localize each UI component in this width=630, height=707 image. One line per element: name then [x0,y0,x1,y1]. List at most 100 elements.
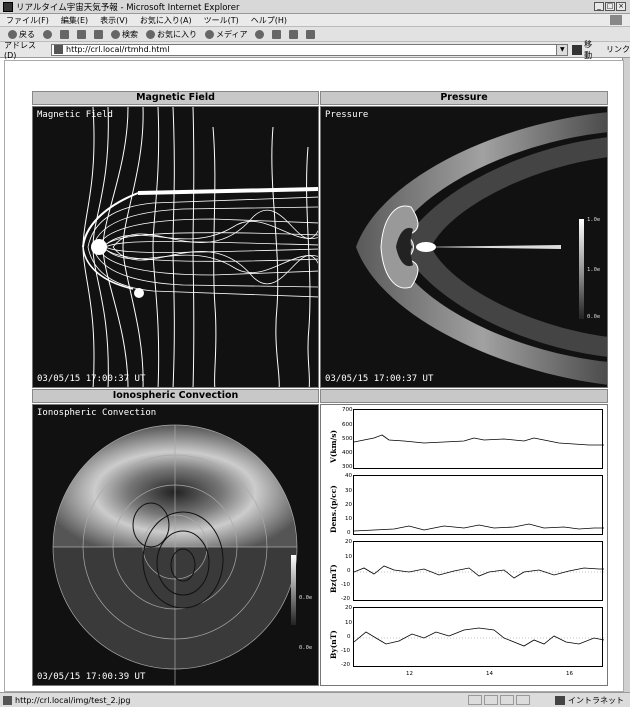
magnetic-field-timestamp: 03/05/15 17:00:37 UT [37,374,146,384]
favorites-label: お気に入り [157,29,197,39]
page-status-icon [3,695,12,705]
home-icon [94,29,103,39]
chevron-down-icon[interactable]: ▼ [556,44,568,55]
minimize-button[interactable]: _ [594,2,604,11]
v-tick-500: 500 [342,436,353,442]
by-tick-10: 10 [345,620,352,626]
menu-edit[interactable]: 編集(E) [60,15,89,25]
dens-tick-0: 0 [347,530,351,536]
velocity-trace [353,434,604,446]
stop-button[interactable] [56,29,73,39]
bz-tick-10: 10 [345,554,352,560]
edit-button[interactable] [302,29,319,39]
refresh-button[interactable] [73,29,90,39]
home-button[interactable] [90,29,107,39]
magnetic-field-plot [82,107,318,387]
media-label: メディア [216,29,248,39]
velocity-plot [353,409,604,469]
back-label: 戻る [19,29,35,39]
status-pane [468,695,482,705]
security-zone: イントラネット [555,695,624,706]
pressure-header: Pressure [320,91,608,105]
by-tick-0: 0 [347,634,351,640]
page-viewport: Magnetic Field [4,60,624,692]
ie-app-icon [3,1,13,12]
maximize-button[interactable]: □ [605,2,615,11]
iono-plot [52,424,298,685]
standard-toolbar: 戻る 検索 お気に入り メディア [0,27,630,42]
search-button[interactable]: 検索 [107,29,142,40]
menu-help[interactable]: ヘルプ(H) [250,15,287,25]
links-button[interactable]: リンク [606,45,630,54]
status-pane [500,695,514,705]
pressure-colorbar-min: 0.0e [587,314,601,320]
close-button[interactable]: × [616,2,626,11]
edit-icon [306,29,316,39]
menu-bar: ファイル(F) 編集(E) 表示(V) お気に入り(A) ツール(T) ヘルプ(… [0,14,630,27]
address-input[interactable]: http://crl.local/rtmhd.html ▼ [51,43,569,56]
forward-arrow-icon [43,29,52,39]
status-pane [516,695,530,705]
window-controls: _ □ × [594,2,626,11]
print-button[interactable] [285,29,302,39]
dens-tick-30: 30 [345,488,352,494]
bz-plot [353,541,604,601]
forward-button[interactable] [39,29,56,39]
favorites-button[interactable]: お気に入り [142,29,201,40]
star-icon [146,29,155,39]
search-label: 検索 [122,29,138,39]
by-axis-label: By(nT) [329,630,338,659]
menu-view[interactable]: 表示(V) [100,15,128,25]
velocity-axis-label: V(km/s) [329,429,338,463]
window-titlebar: リアルタイム宇宙天気予報 - Microsoft Internet Explor… [0,0,630,14]
time-tick-12: 12 [406,671,413,677]
time-tick-16: 16 [566,671,573,677]
intranet-icon [555,696,565,705]
iono-image: Ionospheric Convection 0.0e 0.0e 03/05/1… [32,404,319,686]
page-icon [54,45,63,54]
iono-timestamp: 03/05/15 17:00:39 UT [37,672,146,682]
by-plot [353,607,605,667]
by-tick-20: 20 [345,605,352,611]
media-icon [205,29,214,39]
media-button[interactable]: メディア [201,29,251,40]
pressure-plot [356,112,607,385]
bz-trace [353,565,604,579]
iono-header: Ionospheric Convection [32,389,319,403]
address-bar: アドレス(D) http://crl.local/rtmhd.html ▼ 移動… [0,39,630,61]
back-button[interactable]: 戻る [4,29,39,40]
menu-file[interactable]: ファイル(F) [6,15,49,25]
go-button[interactable]: 移動 [572,39,600,61]
go-arrow-icon [572,44,583,55]
by-trace [353,627,605,647]
back-arrow-icon [8,29,17,39]
pressure-label: Pressure [325,110,369,120]
status-pane [484,695,498,705]
status-text: http://crl.local/img/test_2.jpg [15,695,131,705]
status-panes [468,695,530,705]
solarwind-plots: V(km/s) 700 600 500 400 300 Dens.(p/cc) … [320,404,608,686]
print-icon [289,29,299,39]
magnetic-field-header: Magnetic Field [32,91,319,105]
v-tick-400: 400 [342,450,353,456]
v-tick-600: 600 [342,422,353,428]
bz-axis-label: Bz(nT) [329,564,338,593]
by-tick-m20: -20 [341,662,350,668]
magnetic-field-image: Magnetic Field 03/05/15 17:00:37 UT [32,106,319,388]
iono-colorbar-min: 0.0e [299,645,313,651]
pressure-colorbar-max: 1.0e [587,217,601,223]
mail-button[interactable] [268,29,285,39]
history-button[interactable] [251,29,268,39]
menu-favorites[interactable]: お気に入り(A) [139,15,192,25]
go-label: 移動 [584,39,593,60]
pressure-timestamp: 03/05/15 17:00:37 UT [325,374,434,384]
windows-logo-icon [610,15,622,25]
bz-tick-0: 0 [347,568,351,574]
menu-tools[interactable]: ツール(T) [203,15,239,25]
by-tick-m10: -10 [341,648,350,654]
address-url: http://crl.local/rtmhd.html [66,45,170,54]
bz-tick-m10: -10 [341,582,350,588]
density-axis-label: Dens.(p/cc) [329,485,338,533]
pressure-image: Pressure 1.0e 1.0e 0.0e 03/05/15 17:00:3… [320,106,608,388]
density-plot [353,475,604,535]
